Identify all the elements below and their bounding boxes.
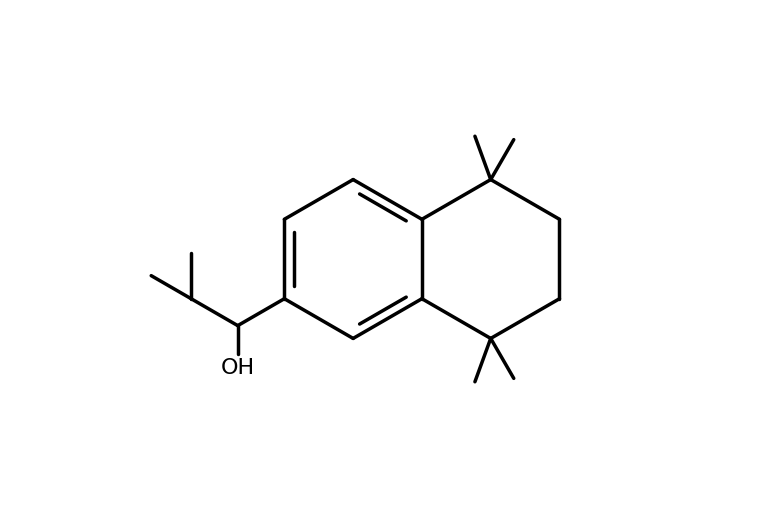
Text: OH: OH (221, 358, 255, 378)
